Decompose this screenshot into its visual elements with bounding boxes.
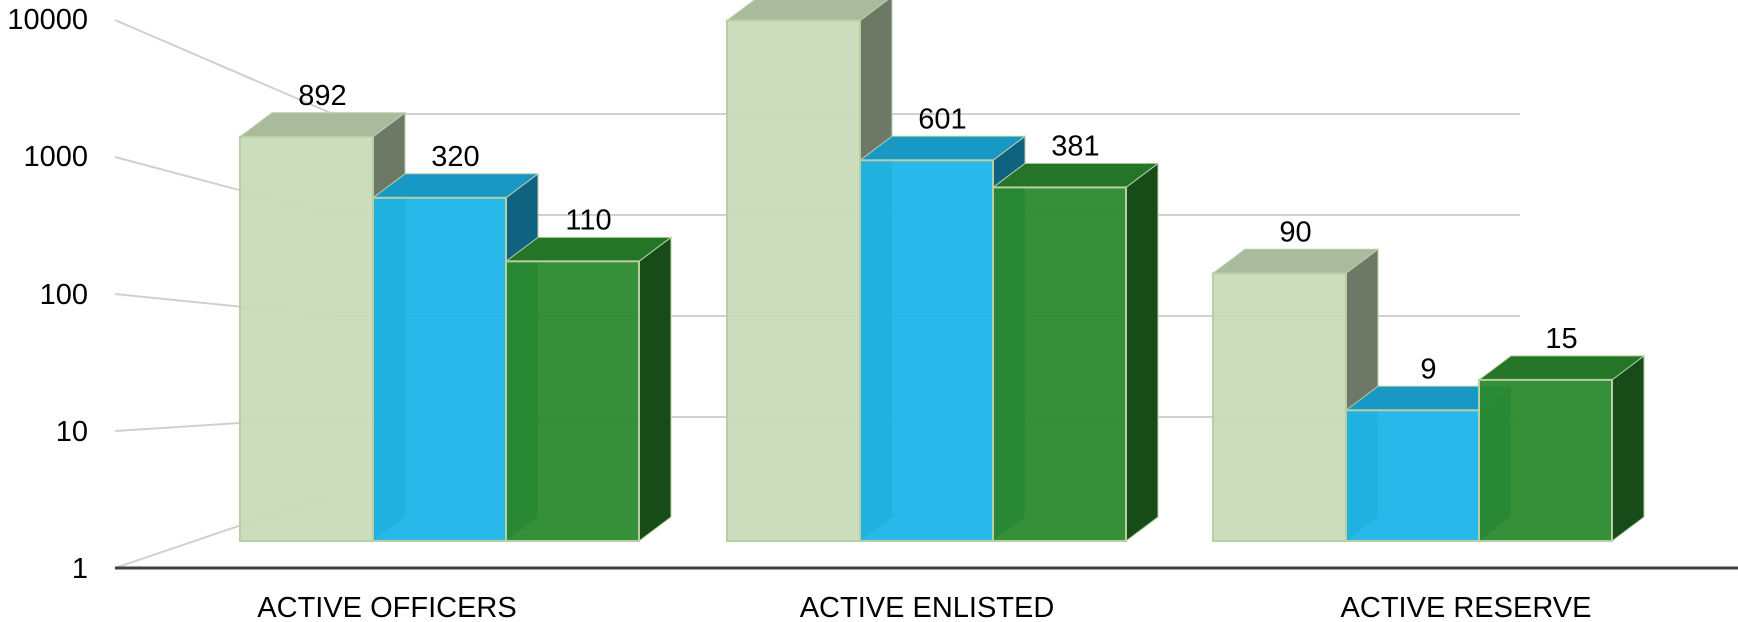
- x-category-label: ACTIVE ENLISTED: [800, 592, 1055, 622]
- data-label: 381: [1051, 130, 1099, 162]
- data-label: 320: [431, 141, 479, 173]
- y-tick-label: 1: [72, 553, 88, 585]
- bar-side-face: [638, 236, 672, 542]
- data-label: 90: [1279, 216, 1311, 248]
- wall-gridline: [114, 19, 334, 115]
- data-label: 110: [565, 204, 611, 236]
- data-labels: 892320110629560138190915: [298, 80, 1577, 385]
- y-tick-label: 1000: [23, 141, 88, 173]
- bar: [504, 236, 673, 542]
- bar-front-face: [992, 186, 1127, 543]
- bar-front-face: [1345, 409, 1480, 542]
- bar-front-face: [726, 19, 861, 542]
- bar-side-face: [1125, 162, 1159, 542]
- y-tick-label: 10000: [7, 4, 88, 36]
- y-tick-label: 10: [56, 416, 88, 448]
- data-label: 15: [1545, 323, 1577, 355]
- data-label: 601: [918, 103, 966, 135]
- x-category-label: ACTIVE OFFICERS: [257, 592, 516, 622]
- x-category-label: ACTIVE RESERVE: [1341, 592, 1592, 622]
- bar-front-face: [859, 159, 994, 543]
- bar-front-face: [1212, 272, 1347, 542]
- bar: [1477, 354, 1646, 542]
- bar-side-face: [1611, 354, 1645, 542]
- bar-front-face: [1478, 378, 1613, 542]
- bar-front-face: [372, 196, 507, 542]
- bar-front-face: [239, 135, 374, 542]
- bar-front-face: [505, 260, 640, 542]
- bar: [991, 162, 1160, 543]
- data-label: 9: [1420, 353, 1436, 385]
- y-tick-label: 100: [40, 279, 88, 311]
- data-label: 892: [298, 80, 346, 112]
- bars: [238, 0, 1646, 543]
